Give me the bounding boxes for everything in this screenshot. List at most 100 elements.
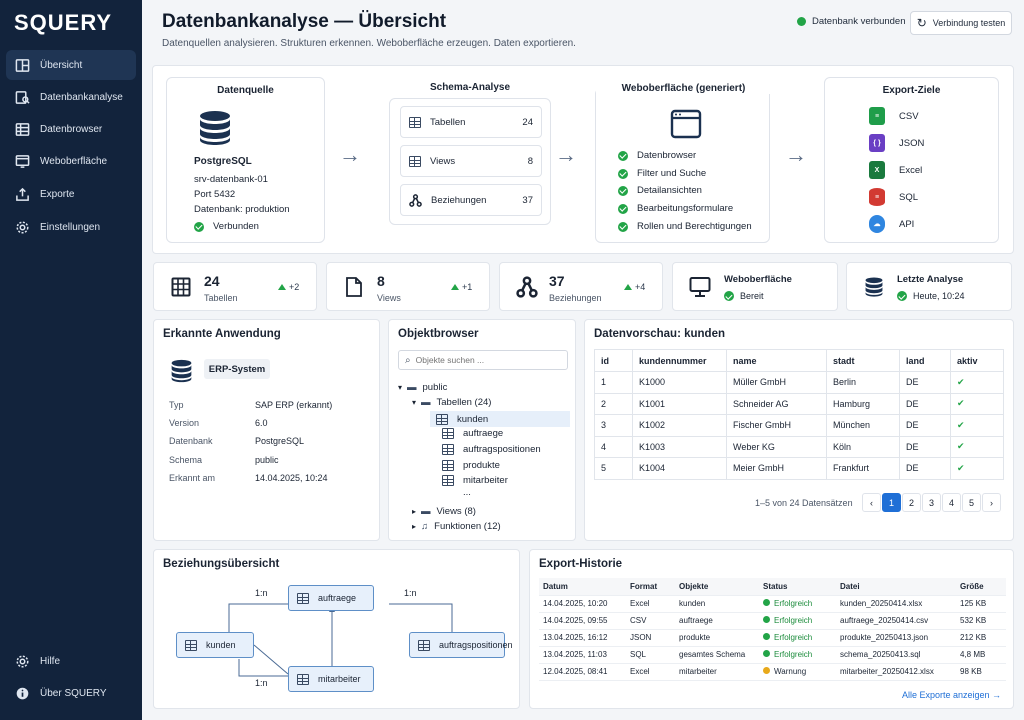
- page-button[interactable]: 3: [922, 493, 941, 512]
- sidebar-item-ueber[interactable]: Über SQUERY: [6, 678, 136, 708]
- datasource-status: Verbunden: [213, 221, 259, 232]
- cell[interactable]: schema_20250413.sql: [836, 646, 956, 664]
- main-content: Datenbankanalyse — Übersicht Datenquelle…: [142, 0, 1024, 720]
- tree-node-table-selected[interactable]: kunden: [430, 411, 570, 427]
- table-row[interactable]: 4 K1003 Weber KG Köln DE ✔: [594, 435, 1004, 458]
- page-next-button[interactable]: ›: [982, 493, 1001, 512]
- tree-node-tables[interactable]: ▾ ▬ Tabellen (24): [412, 397, 491, 408]
- tree-node-table[interactable]: auftraege: [442, 428, 503, 439]
- sidebar-item-uebersicht[interactable]: Übersicht: [6, 50, 136, 80]
- cell: München: [826, 414, 900, 437]
- cell[interactable]: auftraege_20250414.csv: [836, 612, 956, 630]
- web-ui-box: Weboberfläche (generiert) Datenbrowser F…: [595, 83, 771, 243]
- stat-title: Weboberfläche: [724, 274, 792, 285]
- test-connection-button[interactable]: ↻ Verbindung testen: [910, 11, 1012, 35]
- tree-node-functions[interactable]: ▸ ♫ Funktionen (12): [412, 521, 501, 532]
- node-label: auftraege: [318, 593, 357, 603]
- page-button[interactable]: 5: [962, 493, 981, 512]
- table-row[interactable]: 5 K1004 Meier GmbH Frankfurt DE ✔: [594, 457, 1004, 480]
- schema-item-relations[interactable]: Beziehungen 37: [400, 184, 542, 216]
- table-row[interactable]: 2 K1001 Schneider AG Hamburg DE ✔: [594, 392, 1004, 415]
- schema-item-views[interactable]: Views 8: [400, 145, 542, 177]
- table-row[interactable]: 1 K1000 Müller GmbH Berlin DE ✔: [594, 371, 1004, 394]
- relation-node-auftraege[interactable]: auftraege: [288, 585, 374, 611]
- table-icon: [171, 277, 191, 297]
- sidebar-item-datenbankanalyse[interactable]: Datenbankanalyse: [6, 82, 136, 112]
- page-button[interactable]: 4: [942, 493, 961, 512]
- relation-node-kunden[interactable]: kunden: [176, 632, 254, 658]
- sidebar-item-label: Weboberfläche: [40, 155, 108, 167]
- cell: 1: [594, 371, 633, 394]
- object-search-input[interactable]: [415, 355, 556, 365]
- stat-change: +2: [278, 282, 299, 292]
- tree-node-schema[interactable]: ▾ ▬ public: [398, 382, 447, 393]
- page-prev-button[interactable]: ‹: [862, 493, 881, 512]
- cell[interactable]: produkte_20250413.json: [836, 629, 956, 647]
- page-button[interactable]: 1: [882, 493, 901, 512]
- table-icon: [442, 444, 454, 455]
- cell: 4: [594, 435, 633, 458]
- table-row[interactable]: 14.04.2025, 09:55 CSV auftraege Erfolgreich…: [539, 612, 1006, 630]
- column-header[interactable]: Format: [626, 578, 675, 596]
- table-row[interactable]: 14.04.2025, 10:20 Excel kunden Erfolgreich k…: [539, 595, 1006, 613]
- cell: mitarbeiter: [675, 663, 759, 681]
- table-row[interactable]: 13.04.2025, 11:03 SQL gesamtes Schema Erfol…: [539, 646, 1006, 664]
- status-label: Warnung: [774, 667, 807, 676]
- column-header[interactable]: Objekte: [675, 578, 759, 596]
- tree-node-views[interactable]: ▸ ▬ Views (8): [412, 506, 476, 517]
- column-header[interactable]: Größe: [956, 578, 1006, 596]
- browser-window-icon: [14, 153, 30, 169]
- all-exports-link[interactable]: Alle Exporte anzeigen →: [901, 690, 1001, 700]
- relation-node-auftragspositionen[interactable]: auftragspositionen: [409, 632, 513, 658]
- sidebar-item-datenbrowser[interactable]: Datenbrowser: [6, 114, 136, 144]
- datasource-host: srv-datenbank-01: [194, 174, 268, 185]
- relation-node-mitarbeiter[interactable]: mitarbeiter: [288, 666, 374, 692]
- table-row[interactable]: 13.04.2025, 16:12 JSON produkte Erfolgreich…: [539, 629, 1006, 647]
- database-icon: [865, 277, 883, 297]
- schema-item-label: Tabellen: [430, 116, 466, 128]
- export-target-api[interactable]: ☁ API: [869, 215, 914, 233]
- column-header[interactable]: stadt: [826, 349, 900, 372]
- tree-node-table[interactable]: mitarbeiter: [442, 475, 508, 486]
- tree-node-table[interactable]: auftragspositionen: [442, 444, 541, 455]
- sidebar-item-label: Über SQUERY: [40, 687, 107, 699]
- view-icon: [409, 155, 421, 167]
- cell[interactable]: mitarbeiter_20250412.xlsx: [836, 663, 956, 681]
- column-header[interactable]: id: [594, 349, 633, 372]
- sidebar-item-exporte[interactable]: Exporte: [6, 179, 136, 209]
- status-label: Erfolgreich: [774, 616, 813, 625]
- function-icon: ♫: [421, 521, 429, 532]
- column-header[interactable]: aktiv: [950, 349, 1004, 372]
- column-header[interactable]: land: [899, 349, 951, 372]
- tree-node-table[interactable]: produkte: [442, 460, 500, 471]
- page-button[interactable]: 2: [902, 493, 921, 512]
- schema-item-tables[interactable]: Tabellen 24: [400, 106, 542, 138]
- object-search[interactable]: ⌕: [398, 350, 568, 370]
- column-header[interactable]: Datei: [836, 578, 956, 596]
- export-target-sql[interactable]: ≡ SQL: [869, 188, 918, 206]
- cell: 532 KB: [956, 612, 1006, 630]
- cell: 2: [594, 392, 633, 415]
- column-header[interactable]: Datum: [539, 578, 626, 596]
- stat-change: +1: [451, 282, 472, 292]
- cell: DE: [899, 392, 951, 415]
- column-header[interactable]: Status: [759, 578, 836, 596]
- tree-node-label: Funktionen (12): [434, 521, 501, 532]
- stat-change-value: +1: [462, 282, 473, 292]
- cell: 98 KB: [956, 663, 1006, 681]
- export-target-csv[interactable]: ≡ CSV: [869, 107, 919, 125]
- export-target-excel[interactable]: X Excel: [869, 161, 922, 179]
- sidebar-item-einstellungen[interactable]: Einstellungen: [6, 212, 136, 242]
- detail-key: Schema: [169, 455, 203, 465]
- sidebar-item-weboberflaeche[interactable]: Weboberfläche: [6, 146, 136, 176]
- sidebar-item-hilfe[interactable]: Hilfe: [6, 646, 136, 676]
- connection-status-label: Datenbank verbunden: [812, 16, 906, 27]
- column-header[interactable]: kundennummer: [632, 349, 727, 372]
- table-row[interactable]: 12.04.2025, 08:41 Excel mitarbeiter Warnung…: [539, 663, 1006, 681]
- column-header[interactable]: name: [726, 349, 827, 372]
- export-target-json[interactable]: { } JSON: [869, 134, 924, 152]
- web-feature: Filter und Suche: [618, 168, 706, 179]
- cell[interactable]: kunden_20250414.xlsx: [836, 595, 956, 613]
- table-row[interactable]: 3 K1002 Fischer GmbH München DE ✔: [594, 414, 1004, 437]
- stat-status: Heute, 10:24: [913, 291, 965, 301]
